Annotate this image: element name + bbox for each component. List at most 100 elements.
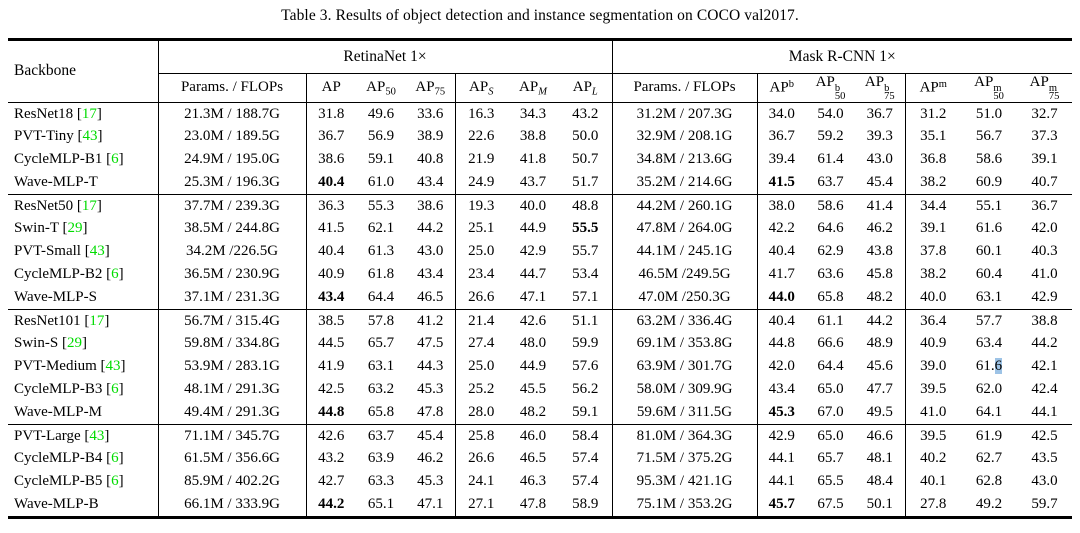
metric-cell: 44.3 xyxy=(417,358,444,375)
backbone-name: ResNet18 xyxy=(14,105,74,122)
metric-cell: 45.4 xyxy=(866,173,893,190)
metric-cell: 59.1 xyxy=(572,403,599,420)
params-flops-cell: 44.2M / 260.1G xyxy=(611,193,757,218)
backbone-cell: Wave-MLP-M xyxy=(8,401,158,424)
backbone-name: Wave-MLP-B xyxy=(14,496,99,513)
metric-cell: 65.8 xyxy=(817,288,844,305)
metric-cell: 38.2 xyxy=(904,170,961,195)
metric-cell: 44.2 xyxy=(305,493,356,518)
params-flops-cell: 31.2M / 207.3G xyxy=(611,102,757,126)
metric-cell: 38.5 xyxy=(305,308,356,333)
metric-cell: 16.3 xyxy=(454,102,507,126)
results-table: Backbone RetinaNet 1× Mask R-CNN 1× Params.… xyxy=(8,38,1073,519)
metric-cell: 31.2 xyxy=(904,102,961,126)
metric-cell: 25.0 xyxy=(454,240,507,264)
col-header-metric: AP m 75 xyxy=(1017,73,1073,103)
params-flops-cell: 56.7M / 315.4G xyxy=(157,308,306,333)
backbone-cell: ResNet101 [17] xyxy=(8,308,158,333)
params-flops-cell: 61.5M / 356.6G xyxy=(157,447,306,471)
citation-ref: 43 xyxy=(105,358,121,375)
metric-cell: 34.3 xyxy=(519,105,547,122)
metric-cell: 41.0 xyxy=(1031,266,1058,283)
metric-name: AP xyxy=(974,74,994,90)
metric-subscript: 50 xyxy=(834,91,846,102)
citation-ref: 29 xyxy=(67,220,83,237)
params-flops-cell: 59.6M / 311.5G xyxy=(611,400,757,425)
metric-cell: 38.8 xyxy=(519,128,547,145)
metric-cell: 31.8 xyxy=(305,102,356,126)
table-row: ResNet50 [17] 37.7M / 239.3G 36.3 55.3 38.6 1… xyxy=(8,193,1073,218)
backbone-cell: Swin-T [29] xyxy=(14,220,88,237)
col-header-metric: AP m 50 xyxy=(961,73,1017,103)
metric-cell: 44.9 xyxy=(519,220,547,237)
metric-cell: 48.8 xyxy=(559,193,612,218)
col-header-params: Params. / FLOPs xyxy=(157,73,306,103)
metric-cell: 24.1 xyxy=(454,470,507,494)
metric-cell: 40.4 xyxy=(305,170,356,195)
metric-cell: 27.1 xyxy=(454,493,507,518)
metric-cell: 45.5 xyxy=(519,381,547,398)
metric-cell: 53.4 xyxy=(572,266,599,283)
params-flops-cell: 35.2M / 214.6G xyxy=(611,170,757,195)
metric-cell: 38.8 xyxy=(1017,308,1073,333)
metric-cell: 65.1 xyxy=(367,496,395,513)
metric-cell: 46.0 xyxy=(507,423,559,448)
backbone-name: CycleMLP-B5 xyxy=(14,473,103,490)
metric-name: AP xyxy=(415,78,435,95)
params-flops-cell: 48.1M / 291.3G xyxy=(157,378,306,401)
metric-cell: 56.7 xyxy=(975,128,1003,145)
table-caption: Table 3. Results of object detection and… xyxy=(281,7,799,24)
metric-cell: 42.7 xyxy=(305,470,356,494)
metric-name: AP xyxy=(321,79,341,96)
metric-cell: 44.1 xyxy=(756,470,806,494)
col-header-backbone: Backbone xyxy=(8,39,158,103)
params-flops-cell: 34.8M / 213.6G xyxy=(611,148,757,171)
metric-supsub: b 50 xyxy=(835,83,846,102)
table-body: ResNet18 [17] 21.3M / 188.7G 31.8 49.6 33.6 1… xyxy=(8,102,1073,518)
metric-cell: 45.7 xyxy=(756,493,806,518)
metric-cell: 63.7 xyxy=(817,173,844,190)
metric-cell: 41.0 xyxy=(904,400,961,425)
metric-cell: 60.4 xyxy=(975,266,1003,283)
params-flops-cell: 21.3M / 188.7G xyxy=(157,102,306,126)
metric-cell: 42.0 xyxy=(756,355,806,379)
metric-cell: 42.9 xyxy=(1031,288,1058,305)
metric-superscript: m xyxy=(993,82,1002,94)
metric-cell: 22.6 xyxy=(454,125,507,149)
metric-cell: 58.9 xyxy=(572,496,599,513)
params-flops-cell: 53.9M / 283.1G xyxy=(157,355,306,379)
metric-cell: 48.1 xyxy=(866,450,893,467)
metric-cell: 40.0 xyxy=(904,285,961,310)
metric-cell: 60.9 xyxy=(975,173,1003,190)
citation-ref: 6 xyxy=(111,381,119,398)
metric-cell: 51.0 xyxy=(975,105,1003,122)
metric-cell: 40.4 xyxy=(756,308,806,333)
results-table-container: Backbone RetinaNet 1× Mask R-CNN 1× Params.… xyxy=(8,38,1073,519)
metric-subscript: 50 xyxy=(993,91,1004,102)
metric-cell: 45.3 xyxy=(417,381,444,398)
params-flops-cell: 32.9M / 208.1G xyxy=(611,125,757,149)
metric-cell: 62.9 xyxy=(817,243,844,260)
metric-name: AP xyxy=(572,78,592,95)
metric-cell: 61.4 xyxy=(817,151,844,168)
params-flops-cell: 23.0M / 189.5G xyxy=(157,125,306,149)
citation-ref: 6 xyxy=(111,473,119,490)
metric-cell: 21.4 xyxy=(454,308,507,333)
params-flops-cell: 69.1M / 353.8G xyxy=(611,332,757,356)
table-row: Wave-MLP-M 49.4M / 291.3G 44.8 65.8 47.8 28.0… xyxy=(8,400,1072,425)
backbone-name: ResNet101 xyxy=(14,312,81,329)
backbone-cell: PVT-Small [43] xyxy=(14,243,110,260)
metric-subscript: L xyxy=(591,86,598,97)
backbone-cell: Wave-MLP-S xyxy=(8,286,158,309)
metric-cell: 64.1 xyxy=(975,403,1003,420)
metric-name: AP xyxy=(366,78,386,95)
params-flops-cell: 34.2M /226.5G xyxy=(157,240,306,264)
metric-cell: 62.7 xyxy=(975,450,1003,467)
metric-cell: 61.6 xyxy=(975,358,1003,375)
metric-cell: 55.5 xyxy=(572,220,599,237)
metric-cell: 44.7 xyxy=(519,266,547,283)
metric-cell: 25.2 xyxy=(454,378,507,401)
selection-highlight: 6 xyxy=(994,358,1003,375)
metric-cell: 57.6 xyxy=(572,358,599,375)
metric-cell: 43.4 xyxy=(305,285,356,310)
